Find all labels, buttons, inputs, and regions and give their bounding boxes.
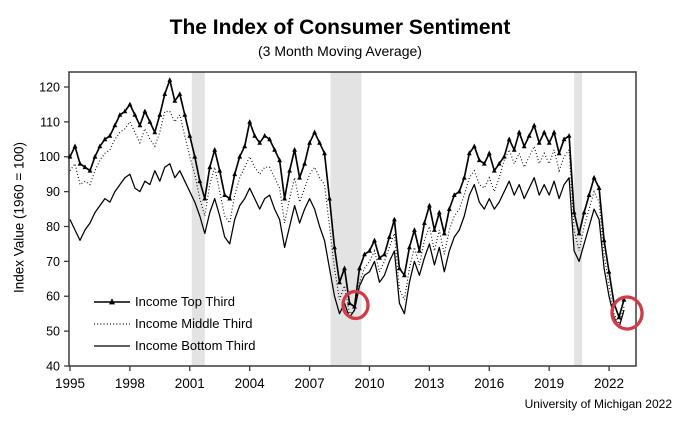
- recession-band: [574, 72, 583, 366]
- recession-band: [330, 72, 362, 366]
- plot-border: [68, 71, 637, 367]
- x-tick-label: 2016: [474, 376, 504, 391]
- x-tick-label: 2010: [354, 376, 384, 391]
- legend-sample-solid: [94, 345, 130, 347]
- legend-item-bottom-third: Income Bottom Third: [93, 334, 255, 356]
- annotation-circle: [341, 289, 370, 321]
- y-tick-label: 110: [40, 115, 60, 129]
- chart-subtitle: (3 Month Moving Average): [258, 43, 422, 59]
- source-credit: University of Michigan 2022: [524, 397, 672, 411]
- y-tick-label: 40: [46, 360, 60, 374]
- legend-label: Income Bottom Third: [135, 337, 256, 353]
- x-tick-label: 1998: [115, 376, 145, 391]
- x-tick-label: 2007: [295, 376, 325, 391]
- y-tick-label: 80: [46, 220, 60, 234]
- y-tick-label: 100: [39, 150, 60, 164]
- legend-sample-dotted: [94, 323, 130, 325]
- x-tick-label: 2004: [235, 376, 266, 391]
- x-tick-label: 1995: [55, 376, 85, 391]
- annotation-circle: [610, 295, 644, 331]
- legend-item-top-third: Income Top Third: [93, 290, 255, 312]
- legend-sample-solid-triangle: [94, 298, 130, 305]
- series-bottom-third-line: [69, 163, 625, 329]
- x-tick-label: 2022: [594, 376, 624, 391]
- series-top-third-line: [69, 79, 625, 319]
- y-tick-label: 70: [46, 255, 60, 269]
- x-tick-label: 2019: [534, 376, 564, 391]
- y-tick-label: 60: [46, 290, 60, 304]
- legend: Income Top Third Income Middle Third Inc…: [93, 290, 255, 356]
- x-tick-label: 2013: [414, 376, 444, 391]
- y-tick-label: 120: [39, 80, 60, 94]
- legend-label: Income Middle Third: [135, 315, 253, 331]
- recession-band: [191, 72, 205, 366]
- legend-item-middle-third: Income Middle Third: [93, 312, 255, 334]
- y-tick-label: 50: [46, 325, 60, 339]
- y-tick-label: 90: [46, 185, 60, 199]
- x-tick-label: 2001: [175, 376, 205, 391]
- series-middle-third-line: [69, 110, 625, 326]
- chart-title: The Index of Consumer Sentiment: [169, 16, 511, 39]
- legend-label: Income Top Third: [135, 293, 235, 309]
- triangle-marker-icon: [109, 298, 115, 305]
